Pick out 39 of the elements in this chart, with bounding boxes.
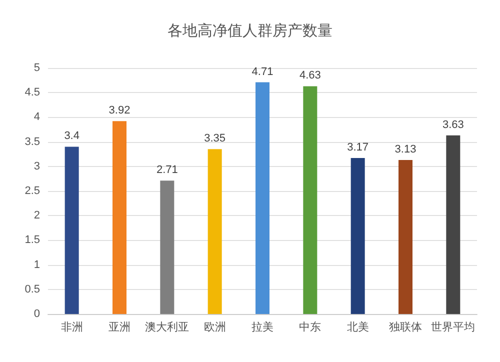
data-label: 3.4 — [64, 130, 80, 142]
bar — [303, 86, 318, 314]
x-tick-label: 北美 — [346, 320, 369, 334]
y-tick-label: 5 — [34, 62, 40, 74]
bar — [160, 180, 174, 314]
data-label: 4.71 — [252, 66, 274, 78]
data-label: 3.17 — [347, 142, 369, 154]
y-tick-label: 4 — [34, 111, 40, 124]
y-tick-label: 4.5 — [24, 86, 40, 99]
bar — [256, 82, 270, 314]
x-tick-label: 非洲 — [60, 320, 83, 334]
data-label: 3.63 — [442, 118, 464, 131]
x-tick-label: 欧洲 — [204, 320, 226, 334]
bar — [398, 160, 412, 314]
data-label: 3.13 — [394, 144, 416, 156]
bar — [446, 135, 460, 314]
y-tick-label: 2.5 — [24, 185, 40, 197]
x-tick-label: 拉美 — [252, 320, 274, 334]
x-tick-label: 世界平均 — [431, 320, 476, 334]
data-label: 3.35 — [204, 132, 226, 145]
x-tick-label: 中东 — [299, 320, 322, 334]
y-tick-label: 3.5 — [24, 136, 40, 148]
bar — [350, 158, 365, 314]
x-tick-label: 独联体 — [389, 320, 422, 334]
y-tick-label: 0 — [34, 308, 40, 320]
bar — [208, 149, 222, 314]
y-tick-label: 1 — [34, 258, 40, 271]
x-tick-label: 澳大利亚 — [145, 320, 190, 334]
x-tick-label: 亚洲 — [108, 320, 130, 334]
y-tick-label: 2 — [34, 210, 40, 222]
bar — [64, 146, 79, 314]
y-tick-label: 3 — [34, 160, 40, 172]
chart-title: 各地高净值人群房产数量 — [168, 22, 332, 40]
data-label: 3.92 — [108, 104, 130, 117]
data-label: 2.71 — [156, 164, 178, 176]
bar — [112, 121, 126, 314]
y-tick-label: 1.5 — [24, 234, 40, 246]
data-label: 4.63 — [299, 70, 321, 82]
y-tick-label: 0.5 — [24, 283, 40, 296]
